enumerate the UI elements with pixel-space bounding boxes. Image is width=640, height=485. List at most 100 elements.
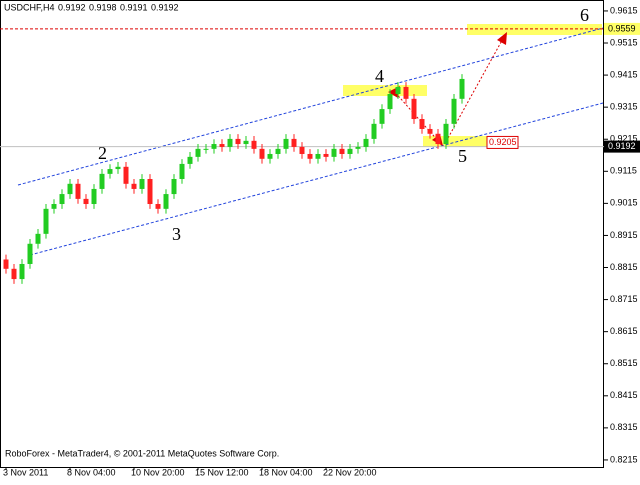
plot-area bbox=[0, 0, 604, 468]
candle-body bbox=[403, 86, 409, 99]
zone bbox=[467, 24, 602, 35]
quote-value: 0.9191 bbox=[120, 2, 148, 12]
marker-box bbox=[486, 135, 519, 149]
candle-body bbox=[387, 94, 393, 110]
y-tick-label: 0.9015 bbox=[610, 198, 638, 208]
candle-body bbox=[131, 183, 137, 189]
candle-body bbox=[67, 183, 73, 195]
wave-label: 5 bbox=[458, 146, 467, 166]
candle-body bbox=[275, 148, 281, 154]
candle-body bbox=[443, 123, 449, 145]
candle-body bbox=[363, 138, 369, 147]
candle-body bbox=[203, 148, 209, 150]
y-tick-label: 0.9215 bbox=[610, 134, 638, 144]
y-tick-label: 0.8915 bbox=[610, 230, 638, 240]
candle-body bbox=[243, 140, 249, 145]
candle-body bbox=[211, 144, 217, 149]
y-tick-label: 0.9615 bbox=[610, 5, 638, 15]
y-tick-label: 0.9315 bbox=[610, 102, 638, 112]
y-tick-label: 0.9415 bbox=[610, 69, 638, 79]
wave-label: 4 bbox=[375, 66, 384, 86]
candle-body bbox=[459, 78, 465, 99]
y-tick-label: 0.8215 bbox=[610, 454, 638, 464]
candle-body bbox=[19, 263, 25, 280]
candle-body bbox=[107, 169, 113, 174]
candle-body bbox=[299, 146, 305, 154]
candle-body bbox=[83, 198, 89, 205]
candle-body bbox=[3, 259, 9, 269]
wave-label: 6 bbox=[580, 5, 589, 25]
candle-body bbox=[283, 138, 289, 149]
candle-body bbox=[331, 148, 337, 157]
candle-body bbox=[435, 133, 441, 145]
x-tick-label: 3 Nov 2011 bbox=[3, 467, 48, 477]
candle-body bbox=[75, 183, 81, 199]
wave-label: 2 bbox=[98, 143, 107, 163]
y-tick-label: 0.8615 bbox=[610, 326, 638, 336]
candle-body bbox=[155, 204, 161, 209]
candle-body bbox=[115, 166, 121, 170]
wave-label: 3 bbox=[172, 224, 181, 244]
candle-body bbox=[307, 153, 313, 159]
candle-body bbox=[171, 178, 177, 195]
candle-body bbox=[379, 109, 385, 124]
x-tick-label: 15 Nov 12:00 bbox=[195, 467, 249, 477]
quote-value: 0.9192 bbox=[151, 2, 179, 12]
candle-body bbox=[419, 119, 425, 129]
zone bbox=[343, 85, 427, 96]
candle-body bbox=[147, 178, 153, 205]
arrow-head bbox=[497, 32, 507, 45]
candle-body bbox=[339, 148, 345, 154]
candle-body bbox=[235, 138, 241, 145]
candle-body bbox=[355, 146, 361, 149]
candle-body bbox=[259, 148, 265, 159]
candle-body bbox=[179, 163, 185, 179]
candle-body bbox=[227, 138, 233, 147]
candle-body bbox=[291, 138, 297, 147]
footer: RoboForex - MetaTrader4, © 2001-2011 Met… bbox=[5, 448, 279, 458]
candle-body bbox=[91, 188, 97, 205]
y-tick-label: 0.9115 bbox=[610, 166, 637, 176]
channel-line bbox=[17, 27, 604, 186]
candle-body bbox=[427, 128, 433, 134]
x-tick-label: 10 Nov 20:00 bbox=[131, 467, 185, 477]
candle-body bbox=[347, 148, 353, 154]
quote-value: 0.9192 bbox=[58, 2, 86, 12]
candle-body bbox=[187, 156, 193, 164]
candle-body bbox=[59, 194, 65, 205]
x-tick-label: 22 Nov 20:00 bbox=[323, 467, 377, 477]
candle-body bbox=[43, 208, 49, 234]
y-tick-label: 0.8715 bbox=[610, 294, 638, 304]
x-tick-label: 8 Nov 04:00 bbox=[67, 467, 116, 477]
candle-body bbox=[51, 204, 57, 209]
zone bbox=[423, 136, 487, 147]
candle-body bbox=[123, 166, 129, 184]
candle-body bbox=[411, 98, 417, 120]
y-tick-label: 0.9515 bbox=[610, 37, 638, 47]
level-box bbox=[604, 22, 640, 35]
candle-body bbox=[395, 86, 401, 95]
candle-body bbox=[195, 148, 201, 157]
level-label: 0.9559 bbox=[608, 23, 636, 33]
candle-body bbox=[219, 144, 225, 147]
candle-body bbox=[11, 268, 17, 280]
price-box bbox=[604, 140, 640, 153]
candle-body bbox=[163, 194, 169, 209]
quote-value: 0.9198 bbox=[89, 2, 117, 12]
channel-line bbox=[29, 102, 604, 256]
candle-body bbox=[251, 140, 257, 149]
candle-body bbox=[451, 98, 457, 124]
symbol: USDCHF,H4 bbox=[4, 2, 55, 12]
candle-body bbox=[315, 153, 321, 159]
y-tick-label: 0.8415 bbox=[610, 390, 638, 400]
marker-label: 0.9205 bbox=[489, 137, 517, 147]
y-tick-label: 0.8815 bbox=[610, 262, 638, 272]
y-tick-label: 0.8315 bbox=[610, 422, 638, 432]
candle-body bbox=[267, 153, 273, 159]
price-label: 0.9192 bbox=[608, 141, 636, 151]
candle-body bbox=[35, 233, 41, 244]
candle-body bbox=[139, 178, 145, 189]
candle-body bbox=[27, 243, 33, 264]
x-tick-label: 18 Nov 04:00 bbox=[259, 467, 313, 477]
